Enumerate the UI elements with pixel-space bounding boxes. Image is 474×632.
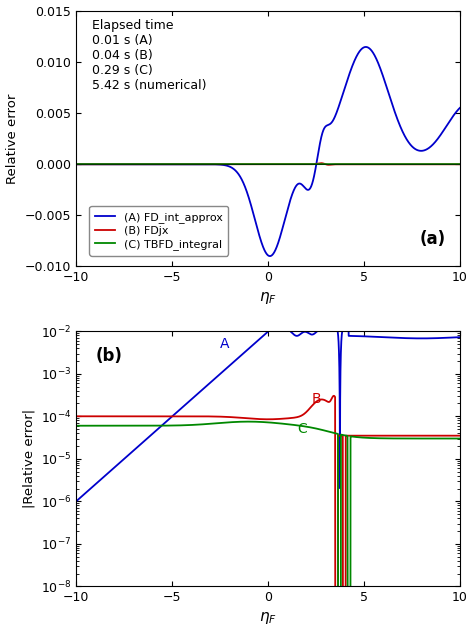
(B) FDjx	[360, 161, 365, 168]
(B) FDjx	[318, 159, 324, 167]
(C) TBFD_integral	[303, 161, 309, 168]
(B) FDjx	[389, 161, 394, 168]
(C) TBFD_integral	[220, 161, 226, 168]
X-axis label: $\eta_F$: $\eta_F$	[259, 289, 277, 306]
(B) FDjx	[457, 161, 463, 168]
X-axis label: $\eta_F$: $\eta_F$	[259, 610, 277, 626]
Text: C: C	[297, 422, 307, 436]
Text: (a): (a)	[420, 231, 446, 248]
(A) FD_int_approx	[363, 43, 369, 51]
(C) TBFD_integral	[389, 161, 394, 168]
(C) TBFD_integral	[73, 161, 79, 168]
Text: Elapsed time
0.01 s (A)
0.04 s (B)
0.29 s (C)
5.42 s (numerical): Elapsed time 0.01 s (A) 0.04 s (B) 0.29 …	[91, 19, 206, 92]
(C) TBFD_integral	[360, 161, 365, 168]
(B) FDjx	[303, 161, 309, 168]
(A) FD_int_approx	[389, 99, 394, 107]
(A) FD_int_approx	[303, 185, 309, 193]
Y-axis label: Relative error: Relative error	[6, 94, 19, 184]
Legend: (A) FD_int_approx, (B) FDjx, (C) TBFD_integral: (A) FD_int_approx, (B) FDjx, (C) TBFD_in…	[90, 206, 228, 256]
(A) FD_int_approx	[323, 123, 328, 130]
Text: (b): (b)	[95, 346, 122, 365]
(A) FD_int_approx	[143, 161, 149, 168]
(A) FD_int_approx	[220, 161, 226, 169]
(A) FD_int_approx	[360, 44, 365, 52]
(A) FD_int_approx	[73, 161, 79, 168]
Y-axis label: |Relative error|: |Relative error|	[22, 410, 36, 508]
(B) FDjx	[220, 161, 226, 168]
(B) FDjx	[323, 161, 328, 168]
(A) FD_int_approx	[267, 252, 273, 260]
(B) FDjx	[143, 161, 149, 168]
(A) FD_int_approx	[457, 104, 463, 112]
Line: (B) FDjx: (B) FDjx	[76, 163, 460, 165]
(B) FDjx	[73, 161, 79, 168]
Line: (A) FD_int_approx: (A) FD_int_approx	[76, 47, 460, 256]
(B) FDjx	[326, 161, 332, 169]
(C) TBFD_integral	[323, 161, 328, 168]
Text: A: A	[220, 337, 229, 351]
(C) TBFD_integral	[457, 161, 463, 168]
(C) TBFD_integral	[143, 161, 149, 168]
Text: B: B	[312, 392, 322, 406]
